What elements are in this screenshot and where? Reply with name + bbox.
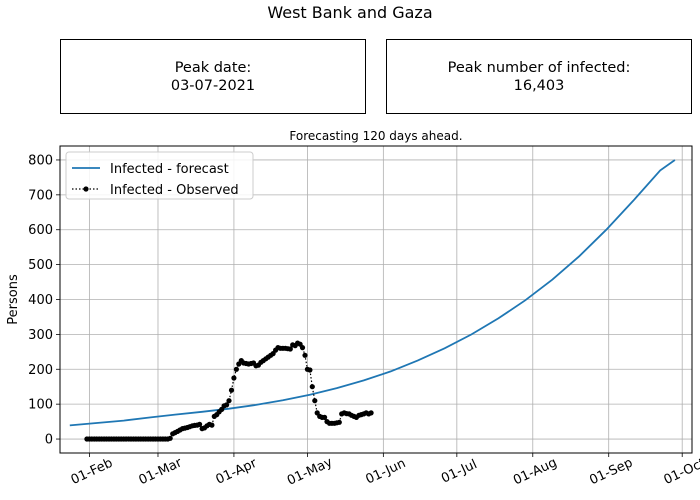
x-tick-label: 01-Sep bbox=[587, 455, 635, 488]
observed-point bbox=[231, 375, 237, 381]
y-tick-label: 300 bbox=[28, 328, 53, 343]
observed-point bbox=[228, 387, 235, 393]
observed-point bbox=[322, 414, 328, 420]
x-tick-label: 01-Jul bbox=[439, 457, 479, 487]
x-tick-label: 01-Oct bbox=[662, 456, 700, 488]
y-tick-label: 600 bbox=[28, 223, 53, 238]
observed-point bbox=[299, 345, 306, 351]
peak-infected-label: Peak number of infected: bbox=[447, 59, 631, 76]
x-tick-label: 01-May bbox=[285, 455, 335, 489]
observed-point bbox=[287, 346, 293, 352]
peak-date-label: Peak date: bbox=[174, 59, 252, 76]
observed-point bbox=[336, 419, 342, 425]
observed-point bbox=[233, 366, 239, 372]
y-tick-label: 0 bbox=[45, 433, 53, 448]
y-axis-label: Persons bbox=[6, 274, 21, 325]
observed-point bbox=[307, 367, 313, 373]
x-tick-label: 01-Apr bbox=[214, 456, 260, 488]
x-tick-label: 01-Aug bbox=[511, 455, 559, 488]
observed-point bbox=[197, 421, 203, 427]
observed-point bbox=[309, 384, 315, 390]
legend-box bbox=[65, 151, 254, 200]
x-tick-label: 01-Jun bbox=[364, 456, 409, 487]
x-tick-label: 01-Mar bbox=[137, 455, 185, 488]
observed-point bbox=[368, 410, 374, 416]
chart-subtitle: Forecasting 120 days ahead. bbox=[289, 129, 462, 143]
plot-frame bbox=[59, 145, 693, 454]
y-tick-label: 200 bbox=[28, 363, 53, 378]
observed-point bbox=[224, 402, 230, 408]
forecast-line bbox=[69, 159, 676, 427]
legend-observed-marker bbox=[83, 186, 89, 192]
y-tick-label: 700 bbox=[28, 188, 53, 203]
observed-point bbox=[167, 435, 173, 441]
peak-infected-box: Peak number of infected: 16,403 bbox=[386, 39, 692, 114]
peak-date-box: Peak date: 03-07-2021 bbox=[60, 39, 366, 114]
y-tick-label: 800 bbox=[28, 153, 53, 168]
y-tick-label: 400 bbox=[28, 293, 53, 308]
peak-infected-value: 16,403 bbox=[513, 77, 565, 94]
observed-point bbox=[226, 398, 232, 404]
peak-date-value: 03-07-2021 bbox=[170, 77, 256, 94]
figure-title: West Bank and Gaza bbox=[267, 3, 433, 22]
observed-point bbox=[302, 352, 308, 358]
y-tick-label: 500 bbox=[28, 258, 53, 273]
legend-observed-label: Infected - Observed bbox=[110, 183, 239, 198]
observed-point bbox=[312, 398, 318, 404]
y-tick-label: 100 bbox=[28, 398, 53, 413]
legend-forecast-label: Infected - forecast bbox=[110, 162, 229, 177]
observed-point bbox=[209, 422, 215, 428]
x-tick-label: 01-Feb bbox=[69, 456, 115, 488]
